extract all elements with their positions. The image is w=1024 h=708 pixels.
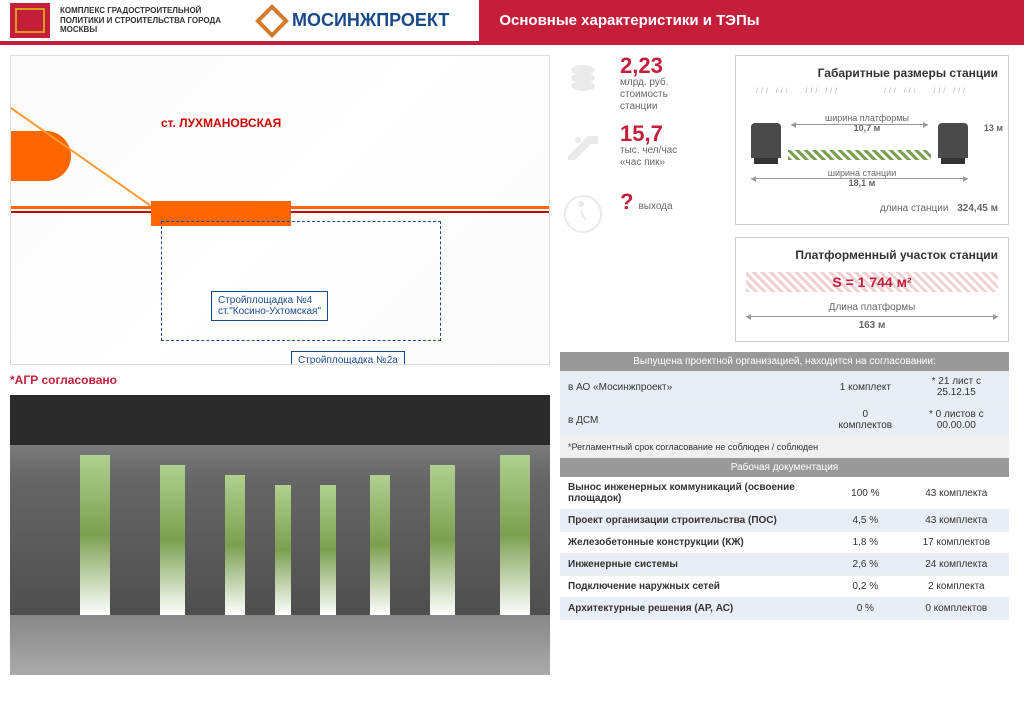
doc-item-name: Проект организации строительства (ПОС) xyxy=(560,510,827,532)
platform-length: 163 м xyxy=(859,320,886,331)
doc-date: * 21 лист с 25.12.15 xyxy=(904,371,1009,404)
doc-item-qty: 17 комплектов xyxy=(904,532,1009,554)
doc-item-qty: 2 комплекта xyxy=(904,576,1009,598)
docs-table: Выпущена проектной организацией, находит… xyxy=(560,352,1009,620)
stat-exits: ? выхода xyxy=(560,191,735,241)
doc-item-name: Подключение наружных сетей xyxy=(560,576,827,598)
site-box-2: Стройплощадка №2а xyxy=(291,351,405,365)
platform-title: Платформенный участок станции xyxy=(746,248,998,262)
doc-item-pct: 4,5 % xyxy=(827,510,904,532)
doc-item-pct: 0 % xyxy=(827,598,904,620)
doc-item-name: Железобетонные конструкции (КЖ) xyxy=(560,532,827,554)
station-length-label: длина станции xyxy=(880,203,949,214)
doc-item-pct: 0,2 % xyxy=(827,576,904,598)
escalator-icon xyxy=(560,123,605,168)
station-label: ст. ЛУХМАНОВСКАЯ xyxy=(161,116,281,130)
train-icon xyxy=(751,123,781,158)
station-length: 324,45 м xyxy=(957,203,998,214)
site-box-1: Стройплощадка №4ст."Косино-Ухтомская" xyxy=(211,291,328,321)
docs-header-1: Выпущена проектной организацией, находит… xyxy=(560,352,1009,371)
doc-date: * 0 листов с 00.00.00 xyxy=(904,404,1009,437)
doc-item-name: Архитектурные решения (АР, АС) xyxy=(560,598,827,620)
cost-label: млрд. руб.стоимостьстанции xyxy=(620,77,669,113)
flow-value: 15,7 xyxy=(620,123,677,145)
station-width-label: ширина станции xyxy=(828,168,896,178)
exit-icon xyxy=(560,191,605,236)
brand-text: МОСИНЖПРОЕКТ xyxy=(292,10,449,31)
platform-width-label: ширина платформы xyxy=(825,113,909,123)
stat-flow: 15,7 тыс. чел/час«час пик» xyxy=(560,123,735,173)
doc-qty: 0 комплектов xyxy=(827,404,904,437)
docs-note: *Регламентный срок согласование не соблю… xyxy=(560,437,1009,458)
platform-area: S = 1 744 м² xyxy=(832,274,911,290)
doc-item-qty: 43 комплекта xyxy=(904,510,1009,532)
doc-item-pct: 100 % xyxy=(827,477,904,510)
brand: МОСИНЖПРОЕКТ xyxy=(260,9,449,33)
page-title: Основные характеристики и ТЭПы xyxy=(499,12,759,29)
moscow-logo xyxy=(10,3,50,38)
doc-item-qty: 43 комплекта xyxy=(904,477,1009,510)
agr-note: *АГР согласовано xyxy=(10,373,550,387)
doc-org: в АО «Мосинжпроект» xyxy=(560,371,827,404)
brand-icon xyxy=(255,4,289,38)
platform-length-label: Длина платформы xyxy=(829,302,916,313)
height-value: 13 м xyxy=(984,123,1003,133)
header: КОМПЛЕКС ГРАДОСТРОИТЕЛЬНОЙ ПОЛИТИКИ И СТ… xyxy=(0,0,1024,45)
org-text: КОМПЛЕКС ГРАДОСТРОИТЕЛЬНОЙ ПОЛИТИКИ И СТ… xyxy=(60,6,240,35)
site-map: ст. ЛУХМАНОВСКАЯ Стройплощадка №4ст."Кос… xyxy=(10,55,550,365)
dim-title: Габаритные размеры станции xyxy=(746,66,998,80)
exits-value: ? xyxy=(620,191,633,213)
station-width: 18,1 м xyxy=(849,178,876,188)
doc-item-name: Вынос инженерных коммуникаций (освоение … xyxy=(560,477,827,510)
station-render xyxy=(10,395,550,675)
dimensions-box: Габаритные размеры станции /// ///. .///… xyxy=(735,55,1009,225)
doc-qty: 1 комплект xyxy=(827,371,904,404)
doc-org: в ДСМ xyxy=(560,404,827,437)
stat-cost: 2,23 млрд. руб.стоимостьстанции xyxy=(560,55,735,105)
docs-header-2: Рабочая документация xyxy=(560,458,1009,478)
exits-label: выхода xyxy=(638,201,672,213)
train-icon xyxy=(938,123,968,158)
doc-item-qty: 24 комплекта xyxy=(904,554,1009,576)
doc-item-qty: 0 комплектов xyxy=(904,598,1009,620)
doc-item-pct: 2,6 % xyxy=(827,554,904,576)
flow-label: тыс. чел/час«час пик» xyxy=(620,145,677,169)
doc-item-pct: 1,8 % xyxy=(827,532,904,554)
platform-box: Платформенный участок станции S = 1 744 … xyxy=(735,237,1009,342)
doc-item-name: Инженерные системы xyxy=(560,554,827,576)
coins-icon xyxy=(560,55,605,100)
cost-value: 2,23 xyxy=(620,55,669,77)
title-bar: Основные характеристики и ТЭПы xyxy=(479,0,1024,41)
